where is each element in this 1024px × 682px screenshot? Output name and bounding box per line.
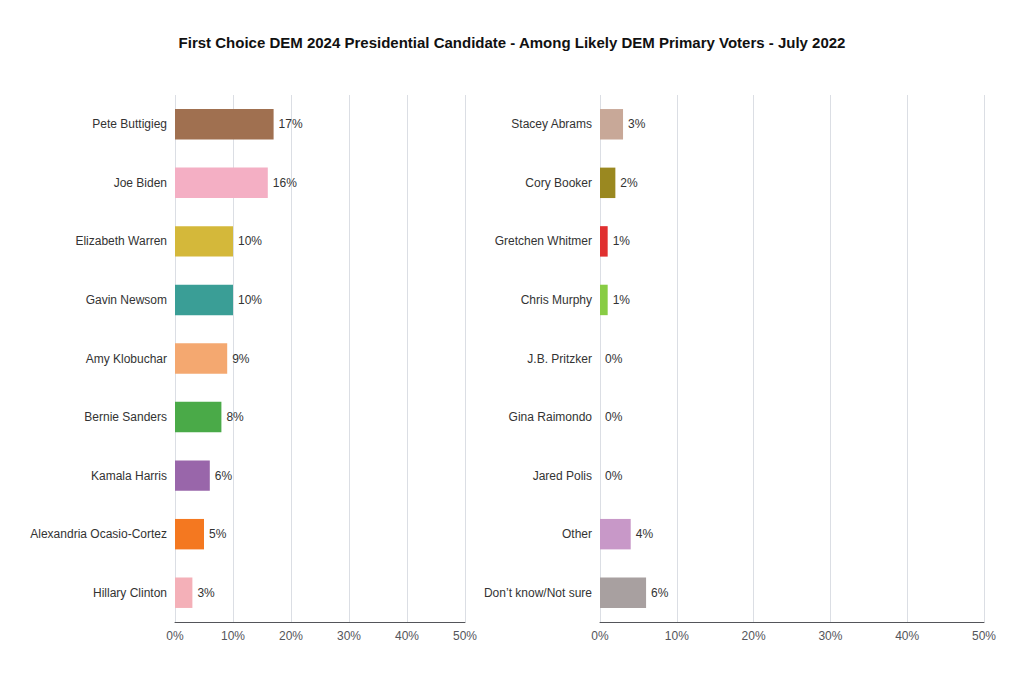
- svg-text:Cory Booker: Cory Booker: [525, 176, 592, 190]
- svg-text:10%: 10%: [221, 629, 245, 643]
- svg-text:Amy Klobuchar: Amy Klobuchar: [86, 352, 167, 366]
- svg-text:20%: 20%: [742, 629, 766, 643]
- svg-text:6%: 6%: [215, 469, 233, 483]
- svg-text:40%: 40%: [895, 629, 919, 643]
- svg-text:Stacey Abrams: Stacey Abrams: [511, 117, 592, 131]
- svg-text:9%: 9%: [232, 352, 250, 366]
- svg-text:Alexandria Ocasio-Cortez: Alexandria Ocasio-Cortez: [30, 527, 167, 541]
- svg-text:6%: 6%: [651, 586, 669, 600]
- svg-text:2%: 2%: [620, 176, 638, 190]
- svg-text:17%: 17%: [279, 117, 303, 131]
- svg-text:30%: 30%: [818, 629, 842, 643]
- svg-text:8%: 8%: [226, 410, 244, 424]
- svg-text:50%: 50%: [453, 629, 477, 643]
- svg-text:1%: 1%: [613, 293, 631, 307]
- svg-text:Pete Buttigieg: Pete Buttigieg: [92, 117, 167, 131]
- svg-text:Elizabeth Warren: Elizabeth Warren: [75, 234, 167, 248]
- svg-text:Bernie Sanders: Bernie Sanders: [84, 410, 167, 424]
- svg-text:10%: 10%: [238, 234, 262, 248]
- svg-text:1%: 1%: [613, 234, 631, 248]
- svg-text:3%: 3%: [197, 586, 215, 600]
- svg-text:5%: 5%: [209, 527, 227, 541]
- svg-text:Gretchen Whitmer: Gretchen Whitmer: [495, 234, 592, 248]
- svg-text:10%: 10%: [238, 293, 262, 307]
- svg-text:Joe Biden: Joe Biden: [114, 176, 167, 190]
- svg-text:0%: 0%: [605, 352, 623, 366]
- svg-text:Hillary Clinton: Hillary Clinton: [93, 586, 167, 600]
- svg-text:3%: 3%: [628, 117, 646, 131]
- svg-text:J.B. Pritzker: J.B. Pritzker: [527, 352, 592, 366]
- svg-text:Jared Polis: Jared Polis: [533, 469, 592, 483]
- svg-text:Gina Raimondo: Gina Raimondo: [509, 410, 593, 424]
- svg-text:Gavin Newsom: Gavin Newsom: [86, 293, 167, 307]
- svg-text:Don’t know/Not sure: Don’t know/Not sure: [484, 586, 592, 600]
- svg-text:50%: 50%: [972, 629, 996, 643]
- svg-text:10%: 10%: [665, 629, 689, 643]
- svg-text:Kamala Harris: Kamala Harris: [91, 469, 167, 483]
- svg-text:0%: 0%: [166, 629, 184, 643]
- svg-text:Other: Other: [562, 527, 592, 541]
- svg-text:0%: 0%: [605, 410, 623, 424]
- svg-text:16%: 16%: [273, 176, 297, 190]
- svg-text:4%: 4%: [636, 527, 654, 541]
- svg-text:40%: 40%: [395, 629, 419, 643]
- svg-text:0%: 0%: [591, 629, 609, 643]
- svg-text:Chris Murphy: Chris Murphy: [521, 293, 592, 307]
- svg-text:0%: 0%: [605, 469, 623, 483]
- svg-text:30%: 30%: [337, 629, 361, 643]
- svg-text:First Choice DEM 2024 Presiden: First Choice DEM 2024 Presidential Candi…: [179, 34, 846, 51]
- svg-text:20%: 20%: [279, 629, 303, 643]
